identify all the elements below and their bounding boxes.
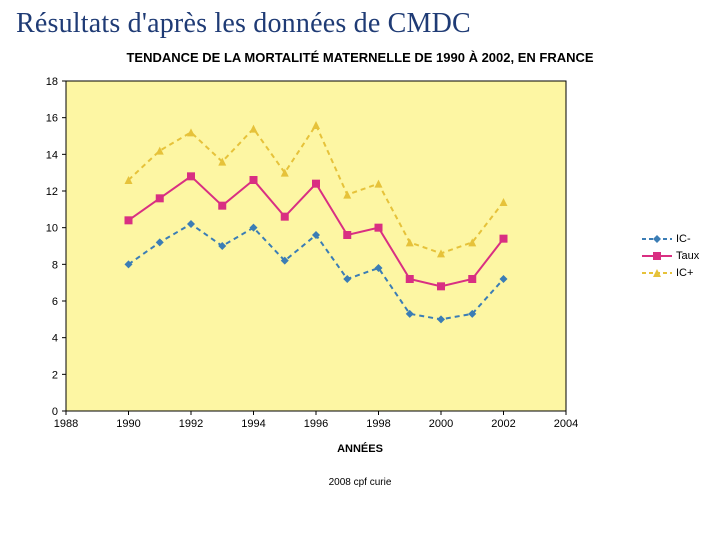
svg-text:14: 14 <box>46 149 58 161</box>
x-axis-label: ANNÉES <box>16 443 704 455</box>
svg-text:1996: 1996 <box>304 418 328 430</box>
svg-text:6: 6 <box>52 296 58 308</box>
svg-text:2: 2 <box>52 369 58 381</box>
slide: Résultats d'après les données de CMDC TE… <box>0 0 720 540</box>
legend-item-ic-plus: IC+ <box>642 266 699 280</box>
chart-container: 0 2 4 6 8 10 12 14 16 18 1988 1990 1992 1994 1996 1998 2… <box>16 71 704 441</box>
svg-text:1988: 1988 <box>54 418 78 430</box>
svg-text:2000: 2000 <box>429 418 453 430</box>
legend-icon-ic-plus <box>642 266 672 280</box>
legend: IC- Taux IC+ <box>642 229 699 283</box>
svg-text:1990: 1990 <box>116 418 140 430</box>
svg-text:10: 10 <box>46 223 58 235</box>
svg-text:8: 8 <box>52 259 58 271</box>
svg-text:1992: 1992 <box>179 418 203 430</box>
svg-text:1994: 1994 <box>241 418 265 430</box>
legend-icon-taux <box>642 249 672 263</box>
svg-text:12: 12 <box>46 186 58 198</box>
legend-item-ic-minus: IC- <box>642 232 699 246</box>
legend-label-ic-minus: IC- <box>676 233 691 245</box>
svg-text:0: 0 <box>52 406 58 418</box>
line-chart: 0 2 4 6 8 10 12 14 16 18 1988 1990 1992 1994 1996 1998 2… <box>16 71 636 441</box>
footer-caption: 2008 cpf curie <box>16 477 704 488</box>
svg-text:4: 4 <box>52 333 58 345</box>
svg-text:1998: 1998 <box>366 418 390 430</box>
svg-text:2002: 2002 <box>491 418 515 430</box>
svg-text:18: 18 <box>46 76 58 88</box>
page-title: Résultats d'après les données de CMDC <box>16 8 704 40</box>
chart-title: TENDANCE DE LA MORTALITÉ MATERNELLE DE 1… <box>16 50 704 65</box>
legend-label-ic-plus: IC+ <box>676 267 693 279</box>
svg-text:2004: 2004 <box>554 418 578 430</box>
svg-text:16: 16 <box>46 113 58 125</box>
legend-item-taux: Taux <box>642 249 699 263</box>
legend-icon-ic-minus <box>642 232 672 246</box>
legend-label-taux: Taux <box>676 250 699 262</box>
